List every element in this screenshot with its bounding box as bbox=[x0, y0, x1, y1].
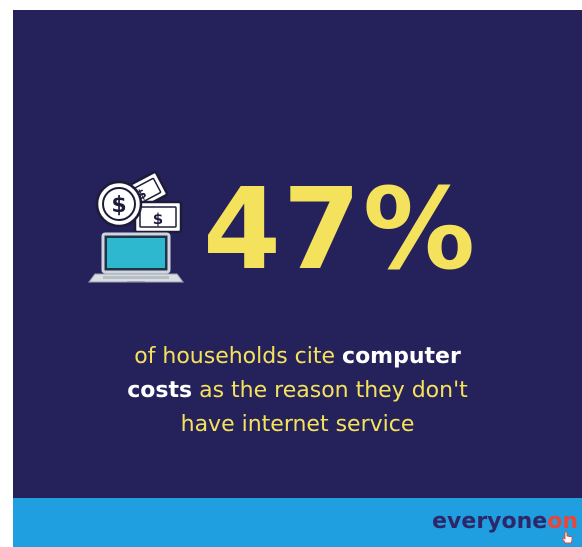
stat-caption: of households cite computer costs as the… bbox=[43, 340, 552, 442]
caption-text-2: as the reason they don't bbox=[192, 378, 468, 403]
brand-logo-accent: on bbox=[547, 509, 578, 534]
svg-text:$: $ bbox=[153, 210, 163, 228]
laptop-with-money-icon: $ $ $ bbox=[88, 170, 184, 283]
brand-logo[interactable]: everyoneon bbox=[432, 508, 578, 536]
caption-emphasis-costs: costs bbox=[127, 378, 193, 403]
svg-text:$: $ bbox=[111, 193, 126, 218]
stat-card: $ $ $ 47% of households cite bbox=[13, 10, 582, 547]
stat-value: 47% bbox=[203, 165, 478, 295]
caption-emphasis-computer: computer bbox=[342, 344, 461, 369]
caption-text-3: have internet service bbox=[180, 412, 415, 437]
brand-logo-text: everyone bbox=[432, 509, 548, 534]
footer-bar: everyoneon bbox=[13, 498, 582, 547]
stat-row: $ $ $ 47% bbox=[13, 160, 582, 310]
hand-pointer-icon bbox=[562, 531, 573, 544]
caption-text-1: of households cite bbox=[134, 344, 343, 369]
